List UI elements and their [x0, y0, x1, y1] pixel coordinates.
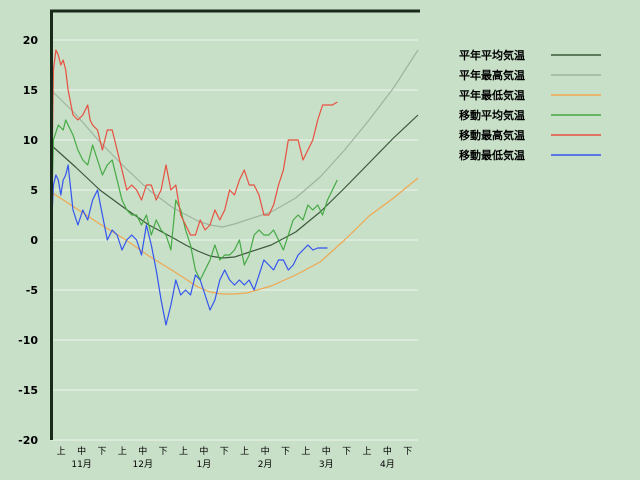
x-tick-label: 中 — [138, 445, 147, 457]
y-tick-label: -5 — [26, 284, 38, 297]
y-tick-label: 15 — [23, 84, 38, 97]
legend-label: 移動最高気温 — [459, 128, 525, 142]
x-tick-label: 上 — [57, 446, 66, 457]
series-line-4 — [50, 49, 338, 241]
x-tick-label: 下 — [159, 447, 168, 457]
month-label: 4月 — [380, 459, 395, 470]
series-line-1 — [50, 49, 419, 228]
y-tick-label: 10 — [23, 134, 39, 147]
y-tick-label: -15 — [18, 384, 38, 397]
month-labels: 11月 12月 1月 2月 3月 4月 — [71, 459, 394, 470]
x-tick-label: 下 — [281, 447, 290, 457]
y-tick-label: 0 — [30, 234, 38, 247]
y-tick-label: 20 — [23, 34, 39, 47]
x-tick-labels: 上中下上中下上中下上中下上中下上中下 — [57, 445, 413, 457]
series-line-5 — [50, 164, 328, 326]
x-tick-label: 上 — [301, 446, 310, 457]
x-tick-label: 中 — [261, 445, 270, 457]
x-tick-label: 中 — [77, 445, 86, 457]
x-tick-label: 下 — [97, 447, 106, 457]
x-tick-label: 下 — [220, 447, 229, 457]
month-label: 1月 — [197, 459, 212, 470]
legend-label: 移動最低気温 — [459, 148, 525, 162]
x-tick-label: 中 — [322, 445, 331, 457]
y-tick-label: -10 — [18, 334, 38, 347]
month-label: 12月 — [133, 459, 153, 470]
legend-label: 平年平均気温 — [459, 48, 525, 62]
series-lines — [50, 49, 419, 326]
grid — [51, 39, 418, 441]
series-line-2 — [50, 177, 419, 295]
x-tick-label: 下 — [342, 447, 351, 457]
y-tick-labels: 20 15 10 5 0 -5 -10 -15 -20 — [18, 34, 38, 447]
y-tick-label: 5 — [30, 184, 38, 197]
x-tick-label: 上 — [240, 446, 249, 457]
axes — [50, 9, 420, 440]
series-line-3 — [50, 119, 338, 281]
x-tick-label: 中 — [383, 445, 392, 457]
x-tick-label: 上 — [179, 446, 188, 457]
month-label: 11月 — [71, 459, 91, 470]
legend-label: 平年最高気温 — [459, 68, 525, 82]
y-tick-label: -20 — [18, 434, 38, 447]
legend-label: 平年最低気温 — [459, 88, 525, 102]
legend-label: 移動平均気温 — [459, 108, 525, 122]
x-tick-label: 上 — [118, 446, 127, 457]
x-tick-label: 中 — [199, 445, 208, 457]
x-tick-label: 下 — [403, 447, 412, 457]
month-label: 3月 — [319, 459, 334, 470]
x-tick-label: 上 — [363, 446, 372, 457]
month-label: 2月 — [258, 459, 273, 470]
